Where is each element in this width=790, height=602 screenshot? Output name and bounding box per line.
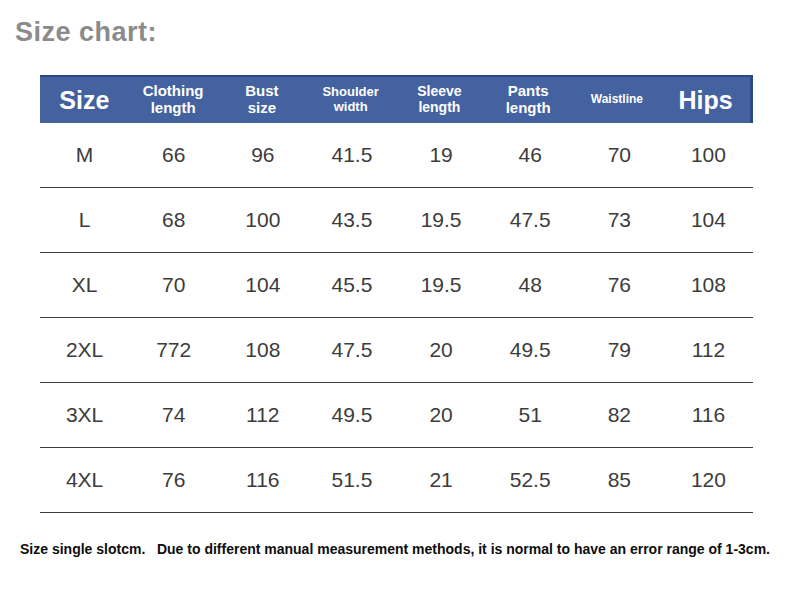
measurement-value: 74 (129, 403, 218, 427)
measurement-value: 49.5 (307, 403, 396, 427)
size-chart-page: Size chart: SizeClothing lengthBust size… (0, 0, 790, 602)
measurement-value: 116 (218, 468, 307, 492)
table-row: 2XL77210847.52049.579112 (40, 318, 753, 383)
column-header-hips: Hips (661, 86, 750, 114)
column-header-sleeve-length: Sleeve length (395, 84, 484, 115)
table-body: M669641.5194670100L6810043.519.547.57310… (40, 123, 753, 513)
measurement-value: 47.5 (307, 338, 396, 362)
measurement-value: 73 (575, 208, 664, 232)
measurement-value: 104 (218, 273, 307, 297)
size-label: 3XL (40, 403, 129, 427)
measurement-value: 100 (664, 143, 753, 167)
measurement-value: 68 (129, 208, 218, 232)
measurement-value: 112 (218, 403, 307, 427)
size-table: SizeClothing lengthBust sizeShoulder wid… (40, 75, 753, 513)
measurement-value: 772 (129, 338, 218, 362)
measurement-value: 19.5 (397, 208, 486, 232)
table-header-row: SizeClothing lengthBust sizeShoulder wid… (40, 75, 753, 123)
measurement-value: 45.5 (307, 273, 396, 297)
measurement-value: 51 (486, 403, 575, 427)
column-header-size: Size (40, 86, 129, 114)
measurement-note: Size single slotcm. Due to different man… (0, 541, 790, 557)
size-label: 4XL (40, 468, 129, 492)
measurement-value: 112 (664, 338, 753, 362)
measurement-value: 66 (129, 143, 218, 167)
column-header-bust-size: Bust size (218, 83, 307, 117)
measurement-value: 82 (575, 403, 664, 427)
size-label: L (40, 208, 129, 232)
page-title: Size chart: (15, 17, 157, 48)
column-header-clothing-length: Clothing length (129, 83, 218, 117)
measurement-value: 70 (575, 143, 664, 167)
table-row: M669641.5194670100 (40, 123, 753, 188)
measurement-value: 41.5 (307, 143, 396, 167)
measurement-value: 76 (129, 468, 218, 492)
measurement-value: 108 (218, 338, 307, 362)
measurement-value: 48 (486, 273, 575, 297)
measurement-value: 120 (664, 468, 753, 492)
column-header-shoulder-width: Shoulder width (306, 85, 395, 114)
measurement-value: 85 (575, 468, 664, 492)
table-row: L6810043.519.547.573104 (40, 188, 753, 253)
measurement-value: 116 (664, 403, 753, 427)
measurement-value: 49.5 (486, 338, 575, 362)
size-label: M (40, 143, 129, 167)
table-row: XL7010445.519.54876108 (40, 253, 753, 318)
measurement-value: 104 (664, 208, 753, 232)
column-header-pants-length: Pants length (484, 83, 573, 117)
measurement-value: 96 (218, 143, 307, 167)
measurement-value: 47.5 (486, 208, 575, 232)
measurement-value: 100 (218, 208, 307, 232)
table-row: 3XL7411249.5205182116 (40, 383, 753, 448)
measurement-value: 108 (664, 273, 753, 297)
measurement-value: 21 (397, 468, 486, 492)
size-label: 2XL (40, 338, 129, 362)
column-header-waistline: Waistline (573, 93, 662, 106)
measurement-value: 76 (575, 273, 664, 297)
measurement-value: 70 (129, 273, 218, 297)
table-row: 4XL7611651.52152.585120 (40, 448, 753, 513)
measurement-value: 51.5 (307, 468, 396, 492)
measurement-value: 20 (397, 338, 486, 362)
measurement-value: 79 (575, 338, 664, 362)
size-label: XL (40, 273, 129, 297)
measurement-value: 46 (486, 143, 575, 167)
measurement-value: 43.5 (307, 208, 396, 232)
measurement-value: 19 (397, 143, 486, 167)
measurement-value: 52.5 (486, 468, 575, 492)
measurement-value: 19.5 (397, 273, 486, 297)
measurement-value: 20 (397, 403, 486, 427)
